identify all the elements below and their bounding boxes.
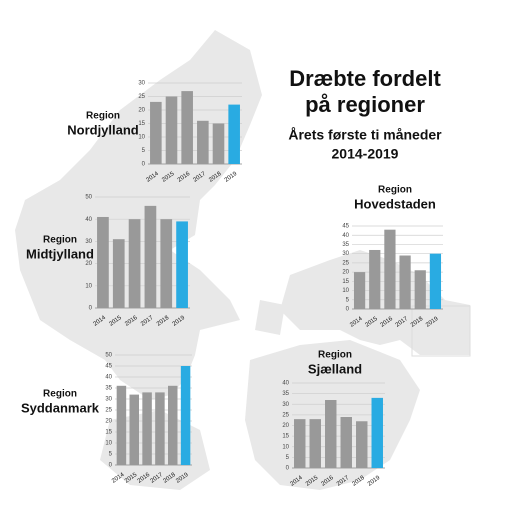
y-tick-label: 35	[282, 391, 289, 397]
bar	[371, 397, 383, 468]
y-tick-label: 0	[286, 466, 290, 472]
y-tick-label: 10	[105, 441, 112, 447]
y-tick-label: 25	[342, 260, 349, 266]
bar	[399, 255, 411, 309]
bar	[112, 239, 125, 308]
bar	[325, 400, 337, 468]
y-tick-label: 20	[138, 108, 145, 114]
y-tick-label: 10	[342, 288, 349, 294]
bar	[168, 385, 178, 465]
y-tick-label: 35	[342, 242, 349, 248]
y-tick-label: 20	[282, 423, 289, 429]
bar	[181, 91, 193, 164]
bar	[155, 392, 165, 465]
y-tick-label: 30	[105, 397, 112, 403]
bar	[150, 101, 162, 164]
region-label: Region	[86, 111, 120, 122]
y-tick-label: 5	[346, 297, 350, 303]
bar	[197, 120, 209, 164]
bar	[97, 216, 109, 308]
y-tick-label: 35	[105, 386, 112, 392]
y-tick-label: 25	[105, 408, 112, 414]
region-name: Midtjylland	[26, 246, 94, 261]
y-tick-label: 30	[138, 81, 145, 87]
bar	[116, 385, 127, 465]
y-tick-label: 50	[105, 353, 112, 359]
bar	[144, 205, 157, 308]
bar	[353, 272, 366, 309]
y-tick-label: 45	[342, 224, 349, 230]
y-tick-label: 30	[85, 239, 92, 245]
y-tick-label: 20	[85, 261, 92, 267]
y-tick-label: 20	[105, 419, 112, 425]
region-name: Sjælland	[308, 361, 362, 376]
y-tick-label: 10	[282, 444, 289, 450]
y-tick-label: 15	[105, 430, 112, 436]
y-tick-label: 0	[346, 307, 350, 313]
y-tick-label: 0	[89, 306, 93, 312]
y-tick-label: 30	[282, 402, 289, 408]
y-tick-label: 25	[282, 412, 289, 418]
region-name: Nordjylland	[67, 122, 139, 137]
x-tick-label: 2019	[367, 475, 382, 488]
region-name: Syddanmark	[21, 400, 100, 415]
y-tick-label: 40	[282, 381, 289, 387]
title-line: Dræbte fordelt	[289, 66, 441, 91]
y-tick-label: 45	[105, 364, 112, 370]
bar	[228, 104, 240, 164]
y-tick-label: 40	[85, 217, 92, 223]
bar	[128, 219, 141, 308]
bar	[369, 249, 381, 309]
bar	[309, 419, 321, 468]
bar	[294, 419, 306, 468]
region-label: Region	[318, 350, 352, 361]
title-line: på regioner	[305, 92, 425, 117]
bar	[414, 270, 426, 309]
region-label: Region	[378, 185, 412, 196]
bar	[160, 219, 173, 308]
bar	[165, 96, 178, 164]
y-tick-label: 15	[342, 279, 349, 285]
y-tick-label: 15	[138, 121, 145, 127]
bar	[356, 421, 368, 468]
bar	[180, 366, 191, 465]
y-tick-label: 5	[142, 148, 146, 154]
bar	[129, 394, 139, 465]
y-tick-label: 40	[342, 233, 349, 239]
region-label: Region	[43, 235, 77, 246]
y-tick-label: 10	[85, 283, 92, 289]
y-tick-label: 40	[105, 375, 112, 381]
y-tick-label: 5	[286, 455, 290, 461]
bar	[212, 123, 225, 164]
y-tick-label: 5	[109, 452, 113, 458]
bar	[340, 417, 352, 468]
subtitle-line: Årets første ti måneder	[288, 127, 442, 143]
x-tick-label: 2019	[224, 171, 239, 184]
y-tick-label: 0	[142, 162, 146, 168]
y-tick-label: 50	[85, 195, 92, 201]
y-tick-label: 30	[342, 251, 349, 257]
y-tick-label: 10	[138, 135, 145, 141]
y-tick-label: 15	[282, 434, 289, 440]
region-name: Hovedstaden	[354, 196, 436, 211]
region-label: Region	[43, 389, 77, 400]
bar	[384, 229, 396, 309]
y-tick-label: 25	[138, 94, 145, 100]
subtitle-line: 2014-2019	[332, 146, 399, 162]
bar	[142, 392, 152, 465]
y-tick-label: 0	[109, 463, 113, 469]
y-tick-label: 20	[342, 270, 349, 276]
bar	[429, 253, 442, 309]
bar	[176, 221, 188, 308]
